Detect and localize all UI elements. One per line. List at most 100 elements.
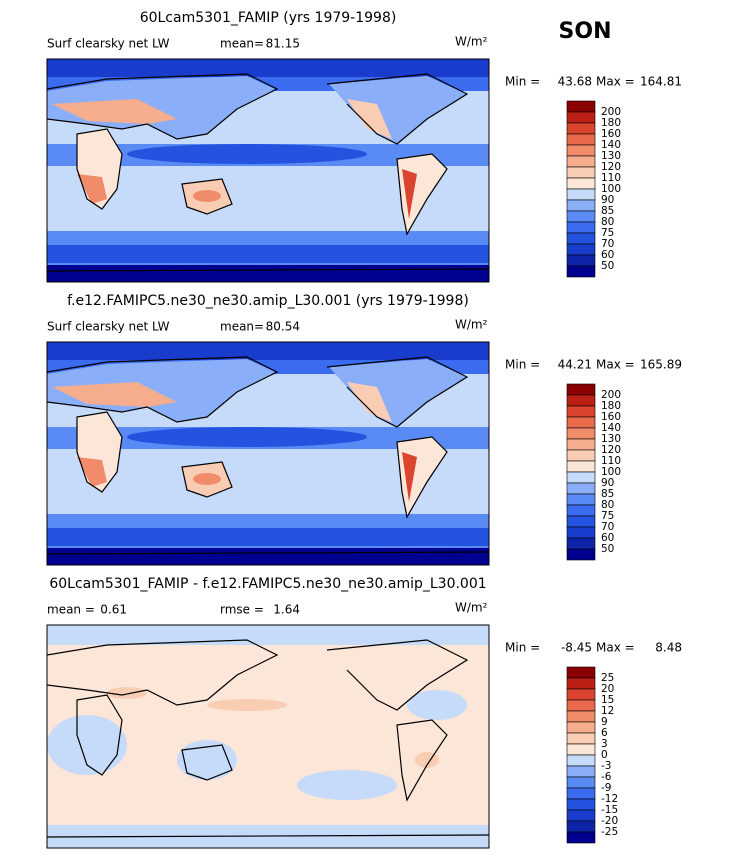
colorbar-box: [566, 460, 596, 473]
colorbar-box: [566, 254, 596, 267]
colorbar-box: [566, 732, 596, 745]
colorbar-label: 60: [601, 249, 614, 261]
colorbar-label: 90: [601, 477, 614, 489]
map-2: [46, 341, 490, 566]
colorbar-label: 180: [601, 400, 621, 412]
colorbar-label: 160: [601, 411, 621, 423]
colorbar-label: 15: [601, 694, 614, 706]
colorbar-box: [566, 809, 596, 822]
variable: Surf clearsky net LW: [47, 37, 170, 51]
colorbar-box: [566, 776, 596, 789]
colorbar-label: 0: [601, 749, 608, 761]
colorbar-label: 75: [601, 227, 614, 239]
colorbar-box: [566, 166, 596, 179]
colorbar-box: [566, 471, 596, 484]
colorbar-label: 140: [601, 422, 621, 434]
max-label: Max =: [596, 358, 635, 372]
units: W/m²: [455, 35, 488, 49]
stat-value: 81.15: [266, 37, 300, 51]
colorbar-label: -20: [601, 815, 618, 827]
colorbar-label: 110: [601, 172, 621, 184]
season: SON: [559, 19, 612, 44]
colorbar-box: [566, 210, 596, 223]
colorbar-label: 50: [601, 260, 614, 272]
colorbar-label: 70: [601, 521, 614, 533]
colorbar-box: [566, 111, 596, 124]
stat-value: 0.61: [100, 603, 127, 617]
colorbar-box: [566, 243, 596, 256]
colorbar-box: [566, 526, 596, 539]
colorbar-label: 90: [601, 194, 614, 206]
colorbar-label: -25: [601, 826, 618, 838]
colorbar-label: -9: [601, 782, 611, 794]
map-3: [46, 624, 490, 849]
colorbar-label: 9: [601, 716, 608, 728]
max-label: Max =: [596, 641, 635, 655]
colorbar-box: [566, 482, 596, 495]
colorbar-label: 180: [601, 117, 621, 129]
colorbar-label: 75: [601, 510, 614, 522]
colorbar-box: [566, 100, 596, 113]
colorbar-box: [566, 537, 596, 550]
colorbar-box: [566, 754, 596, 767]
colorbar-box: [566, 199, 596, 212]
colorbar-label: 60: [601, 532, 614, 544]
panel-title: 60Lcam5301_FAMIP - f.e12.FAMIPC5.ne30_ne…: [49, 576, 486, 592]
colorbar-box: [566, 699, 596, 712]
colorbar-label: -6: [601, 771, 612, 783]
units: W/m²: [455, 601, 488, 615]
stat-label: rmse =: [220, 603, 264, 617]
colorbar-box: [566, 188, 596, 201]
colorbar-box: [566, 438, 596, 451]
max-label: Max =: [596, 75, 635, 89]
colorbar-label: 80: [601, 216, 614, 228]
colorbar-label: 25: [601, 672, 614, 684]
colorbar-box: [566, 504, 596, 517]
colorbar-box: [566, 405, 596, 418]
colorbar-label: 50: [601, 543, 614, 555]
stat-value: 80.54: [266, 320, 300, 334]
colorbar-label: 200: [601, 389, 621, 401]
colorbar-label: 12: [601, 705, 614, 717]
colorbar-label: 100: [601, 466, 621, 478]
stat-label: mean=: [220, 37, 264, 51]
colorbar-box: [566, 787, 596, 800]
units: W/m²: [455, 318, 488, 332]
colorbar-label: -3: [601, 760, 611, 772]
min-value: 44.21: [558, 358, 592, 372]
colorbar-label: 85: [601, 205, 614, 217]
colorbar-box: [566, 548, 596, 561]
max-value: 8.48: [655, 641, 682, 655]
colorbar-box: [566, 515, 596, 528]
colorbar-label: 200: [601, 106, 621, 118]
colorbar-box: [566, 394, 596, 407]
stat-label: mean =: [47, 603, 95, 617]
colorbar-box: [566, 721, 596, 734]
colorbar-box: [566, 221, 596, 234]
colorbar-box: [566, 449, 596, 462]
colorbar-box: [566, 666, 596, 679]
colorbar-box: [566, 677, 596, 690]
colorbar-box: [566, 831, 596, 844]
colorbar-label: 20: [601, 683, 614, 695]
colorbar-box: [566, 383, 596, 396]
min-label: Min =: [505, 75, 540, 89]
colorbar-box: [566, 265, 596, 278]
min-value: 43.68: [558, 75, 592, 89]
map-1: [46, 58, 490, 283]
min-label: Min =: [505, 358, 540, 372]
panel-title: f.e12.FAMIPC5.ne30_ne30.amip_L30.001 (yr…: [67, 293, 469, 309]
max-value: 165.89: [640, 358, 682, 372]
stat-value: 1.64: [273, 603, 300, 617]
colorbar-label: 100: [601, 183, 621, 195]
max-value: 164.81: [640, 75, 682, 89]
colorbar-box: [566, 798, 596, 811]
colorbar-box: [566, 493, 596, 506]
colorbar-label: -12: [601, 793, 618, 805]
panel-title: 60Lcam5301_FAMIP (yrs 1979-1998): [140, 10, 397, 26]
colorbar-box: [566, 820, 596, 833]
stat-label: mean=: [220, 320, 264, 334]
colorbar-label: 80: [601, 499, 614, 511]
colorbar-label: 120: [601, 444, 621, 456]
